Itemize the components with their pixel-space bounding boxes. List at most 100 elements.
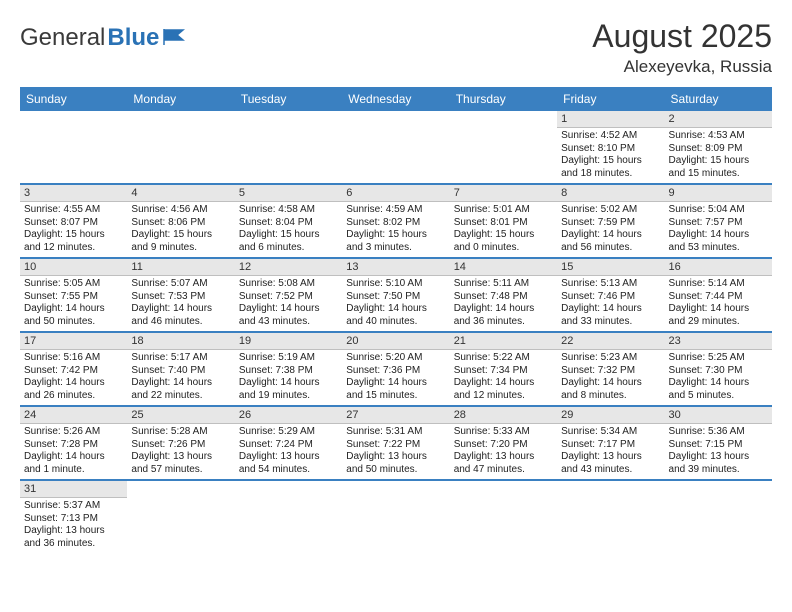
calendar-cell: 12Sunrise: 5:08 AMSunset: 7:52 PMDayligh…	[235, 258, 342, 332]
calendar-cell: 8Sunrise: 5:02 AMSunset: 7:59 PMDaylight…	[557, 184, 664, 258]
sunrise-line: Sunrise: 5:34 AM	[561, 426, 660, 439]
sunrise-line: Sunrise: 5:37 AM	[24, 500, 123, 513]
sunset-line: Sunset: 7:28 PM	[24, 439, 123, 452]
sunset-line: Sunset: 8:10 PM	[561, 143, 660, 156]
day-number: 15	[557, 259, 664, 276]
day-info: Sunrise: 4:53 AMSunset: 8:09 PMDaylight:…	[669, 130, 768, 180]
day-info: Sunrise: 5:37 AMSunset: 7:13 PMDaylight:…	[24, 500, 123, 550]
sunset-line: Sunset: 7:38 PM	[239, 365, 338, 378]
daylight-line: Daylight: 14 hours and 29 minutes.	[669, 303, 768, 328]
calendar-cell	[665, 480, 772, 553]
daylight-line: Daylight: 14 hours and 12 minutes.	[454, 377, 553, 402]
sunset-line: Sunset: 7:42 PM	[24, 365, 123, 378]
calendar-cell: 1 Sunrise: 4:52 AMSunset: 8:10 PMDaylight…	[557, 111, 664, 184]
daylight-line: Daylight: 13 hours and 39 minutes.	[669, 451, 768, 476]
day-number: 22	[557, 333, 664, 350]
weekday-header: Monday	[127, 87, 234, 111]
calendar-cell: 27Sunrise: 5:31 AMSunset: 7:22 PMDayligh…	[342, 406, 449, 480]
day-info: Sunrise: 5:19 AMSunset: 7:38 PMDaylight:…	[239, 352, 338, 402]
calendar-cell: 28Sunrise: 5:33 AMSunset: 7:20 PMDayligh…	[450, 406, 557, 480]
sunrise-line: Sunrise: 5:16 AM	[24, 352, 123, 365]
sunset-line: Sunset: 7:48 PM	[454, 291, 553, 304]
day-info: Sunrise: 5:17 AMSunset: 7:40 PMDaylight:…	[131, 352, 230, 402]
calendar-cell: 5Sunrise: 4:58 AMSunset: 8:04 PMDaylight…	[235, 184, 342, 258]
sunset-line: Sunset: 7:17 PM	[561, 439, 660, 452]
sunrise-line: Sunrise: 5:02 AM	[561, 204, 660, 217]
calendar-cell	[342, 111, 449, 184]
daylight-line: Daylight: 14 hours and 40 minutes.	[346, 303, 445, 328]
day-number: 28	[450, 407, 557, 424]
day-number: 11	[127, 259, 234, 276]
day-info: Sunrise: 4:55 AMSunset: 8:07 PMDaylight:…	[24, 204, 123, 254]
day-number: 20	[342, 333, 449, 350]
calendar-cell: 10Sunrise: 5:05 AMSunset: 7:55 PMDayligh…	[20, 258, 127, 332]
daylight-line: Daylight: 13 hours and 43 minutes.	[561, 451, 660, 476]
calendar-cell: 6 Sunrise: 4:59 AMSunset: 8:02 PMDaylight…	[342, 184, 449, 258]
calendar-cell: 7Sunrise: 5:01 AMSunset: 8:01 PMDaylight…	[450, 184, 557, 258]
calendar-cell	[235, 111, 342, 184]
sunrise-line: Sunrise: 5:25 AM	[669, 352, 768, 365]
sunrise-line: Sunrise: 5:31 AM	[346, 426, 445, 439]
sunset-line: Sunset: 7:53 PM	[131, 291, 230, 304]
daylight-line: Daylight: 14 hours and 22 minutes.	[131, 377, 230, 402]
sunset-line: Sunset: 7:26 PM	[131, 439, 230, 452]
calendar-cell: 13Sunrise: 5:10 AMSunset: 7:50 PMDayligh…	[342, 258, 449, 332]
calendar-cell: 16Sunrise: 5:14 AMSunset: 7:44 PMDayligh…	[665, 258, 772, 332]
calendar-cell: 29Sunrise: 5:34 AMSunset: 7:17 PMDayligh…	[557, 406, 664, 480]
calendar-cell: 9Sunrise: 5:04 AMSunset: 7:57 PMDaylight…	[665, 184, 772, 258]
calendar-body: 1 Sunrise: 4:52 AMSunset: 8:10 PMDaylight…	[20, 111, 772, 553]
sunset-line: Sunset: 7:46 PM	[561, 291, 660, 304]
daylight-line: Daylight: 14 hours and 15 minutes.	[346, 377, 445, 402]
day-number: 8	[557, 185, 664, 202]
calendar-cell: 17Sunrise: 5:16 AMSunset: 7:42 PMDayligh…	[20, 332, 127, 406]
title-block: August 2025 Alexeyevka, Russia	[592, 18, 772, 77]
calendar-cell: 22Sunrise: 5:23 AMSunset: 7:32 PMDayligh…	[557, 332, 664, 406]
calendar-cell: 4Sunrise: 4:56 AMSunset: 8:06 PMDaylight…	[127, 184, 234, 258]
day-number: 2	[665, 111, 772, 128]
sunset-line: Sunset: 8:01 PM	[454, 217, 553, 230]
header: GeneralBlue August 2025 Alexeyevka, Russ…	[20, 18, 772, 77]
day-number: 25	[127, 407, 234, 424]
day-number: 6	[342, 185, 449, 202]
daylight-line: Daylight: 14 hours and 5 minutes.	[669, 377, 768, 402]
weekday-header: Tuesday	[235, 87, 342, 111]
calendar-cell	[450, 111, 557, 184]
sunrise-line: Sunrise: 5:05 AM	[24, 278, 123, 291]
day-info: Sunrise: 4:59 AMSunset: 8:02 PMDaylight:…	[346, 204, 445, 254]
sunrise-line: Sunrise: 5:20 AM	[346, 352, 445, 365]
daylight-line: Daylight: 13 hours and 47 minutes.	[454, 451, 553, 476]
calendar-cell: 24Sunrise: 5:26 AMSunset: 7:28 PMDayligh…	[20, 406, 127, 480]
calendar-cell: 14Sunrise: 5:11 AMSunset: 7:48 PMDayligh…	[450, 258, 557, 332]
day-number: 1	[557, 111, 664, 128]
calendar-cell: 19 Sunrise: 5:19 AMSunset: 7:38 PMDayligh…	[235, 332, 342, 406]
calendar-header: SundayMondayTuesdayWednesdayThursdayFrid…	[20, 87, 772, 111]
daylight-line: Daylight: 15 hours and 0 minutes.	[454, 229, 553, 254]
day-number: 23	[665, 333, 772, 350]
sunset-line: Sunset: 7:44 PM	[669, 291, 768, 304]
sunset-line: Sunset: 7:40 PM	[131, 365, 230, 378]
day-number: 31	[20, 481, 127, 498]
day-info: Sunrise: 5:04 AMSunset: 7:57 PMDaylight:…	[669, 204, 768, 254]
brand-logo: GeneralBlue	[20, 18, 185, 52]
day-info: Sunrise: 5:28 AMSunset: 7:26 PMDaylight:…	[131, 426, 230, 476]
sunset-line: Sunset: 7:30 PM	[669, 365, 768, 378]
sunrise-line: Sunrise: 5:08 AM	[239, 278, 338, 291]
location: Alexeyevka, Russia	[592, 57, 772, 77]
day-number: 5	[235, 185, 342, 202]
calendar-cell	[557, 480, 664, 553]
day-info: Sunrise: 4:52 AMSunset: 8:10 PMDaylight:…	[561, 130, 660, 180]
day-info: Sunrise: 5:07 AMSunset: 7:53 PMDaylight:…	[131, 278, 230, 328]
day-number: 19	[235, 333, 342, 350]
day-number: 13	[342, 259, 449, 276]
sunrise-line: Sunrise: 5:01 AM	[454, 204, 553, 217]
day-info: Sunrise: 5:13 AMSunset: 7:46 PMDaylight:…	[561, 278, 660, 328]
day-number: 26	[235, 407, 342, 424]
daylight-line: Daylight: 14 hours and 26 minutes.	[24, 377, 123, 402]
calendar-cell	[342, 480, 449, 553]
daylight-line: Daylight: 13 hours and 57 minutes.	[131, 451, 230, 476]
sunset-line: Sunset: 8:02 PM	[346, 217, 445, 230]
weekday-header: Saturday	[665, 87, 772, 111]
sunrise-line: Sunrise: 4:55 AM	[24, 204, 123, 217]
sunset-line: Sunset: 7:20 PM	[454, 439, 553, 452]
day-info: Sunrise: 5:36 AMSunset: 7:15 PMDaylight:…	[669, 426, 768, 476]
